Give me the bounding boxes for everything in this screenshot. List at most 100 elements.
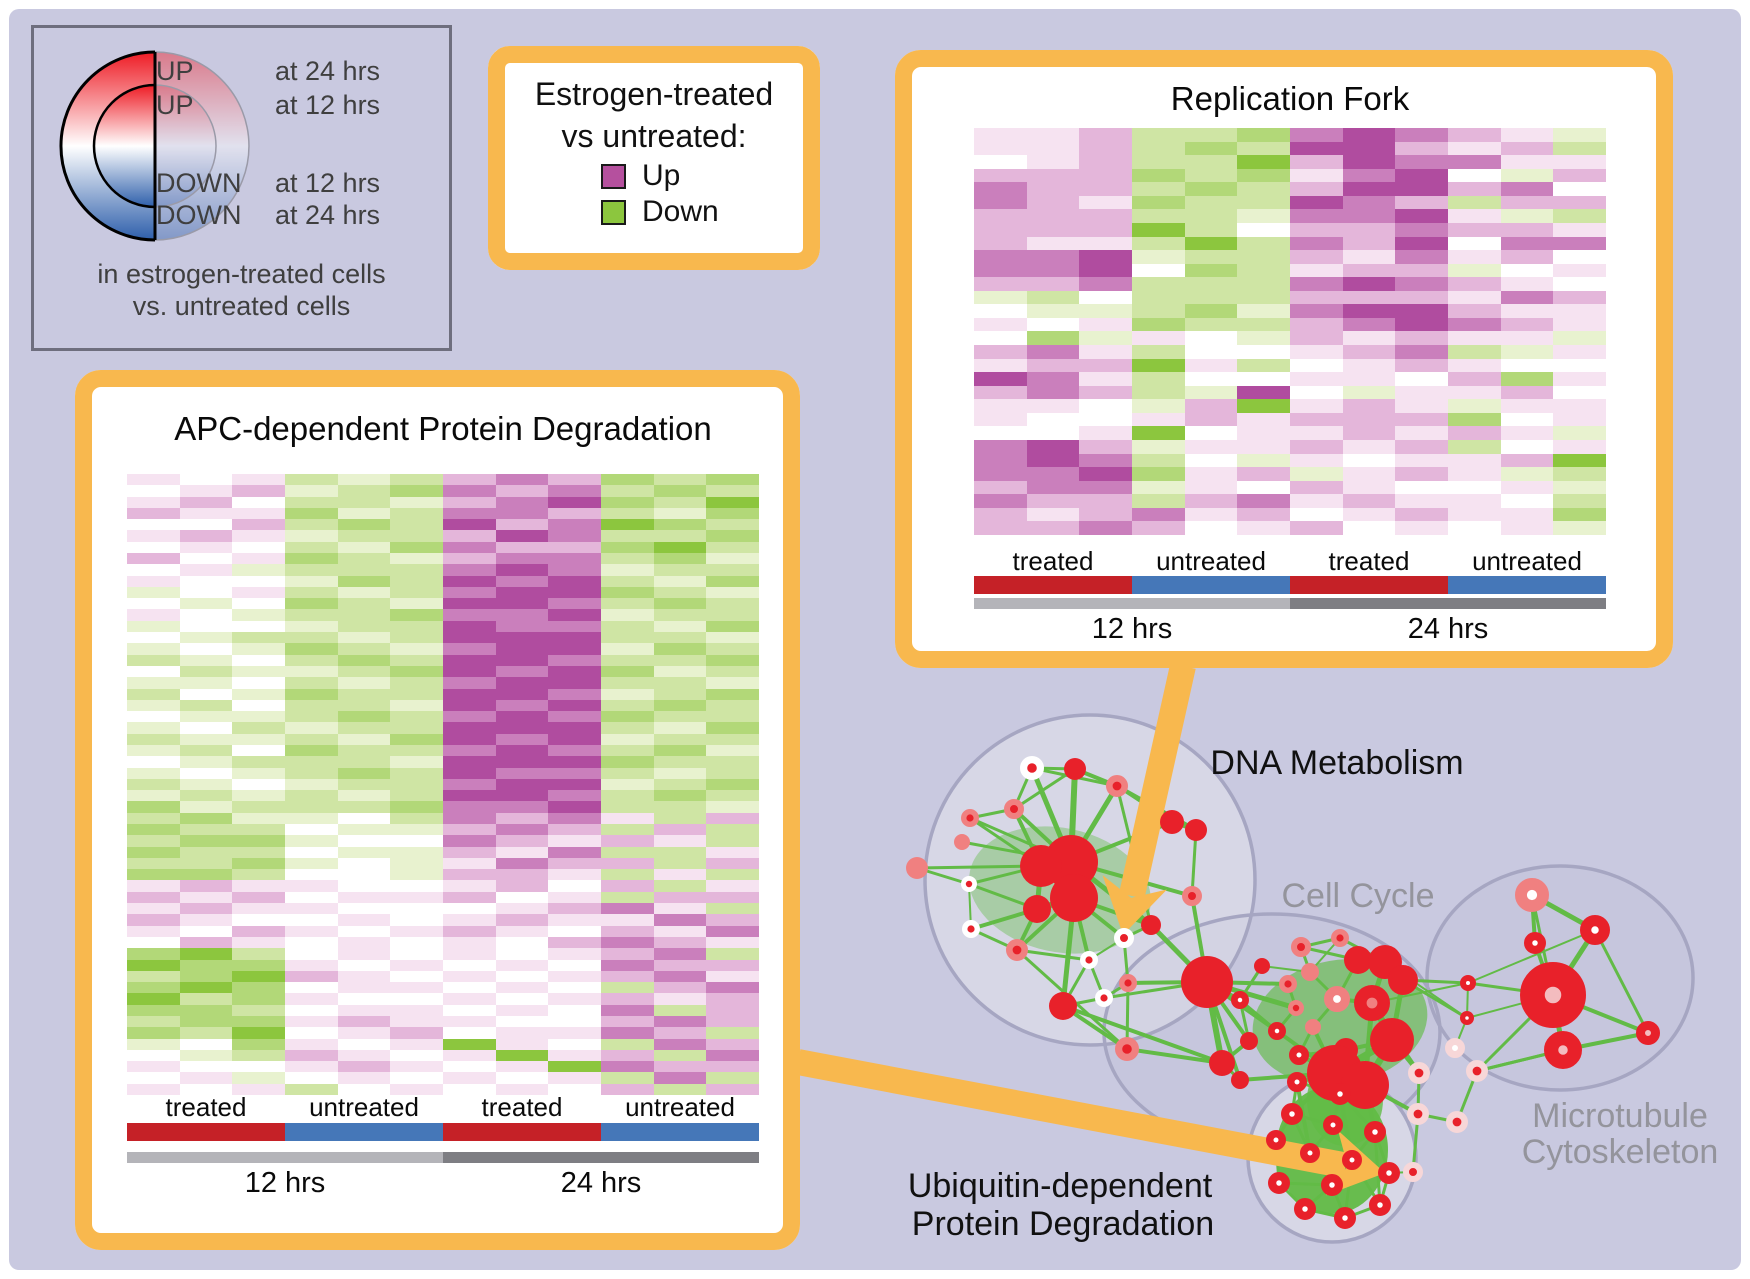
heatmap-cell xyxy=(179,598,233,610)
heatmap-cell xyxy=(1290,195,1343,210)
heatmap-cell xyxy=(1237,494,1290,508)
heatmap-cell xyxy=(1342,290,1396,305)
heatmap-cell xyxy=(1026,263,1080,278)
heatmap-cell xyxy=(1132,290,1185,305)
heatmap-cell xyxy=(601,620,654,633)
heatmap-cell xyxy=(548,903,601,915)
gene-node-solid xyxy=(1185,819,1207,841)
gene-node-ring xyxy=(1323,1115,1343,1135)
heatmap-cell xyxy=(495,654,549,666)
heatmap-cell xyxy=(1500,250,1554,264)
heatmap-cell xyxy=(653,586,707,599)
heatmap-cell xyxy=(443,598,496,610)
heatmap-cell xyxy=(1237,250,1290,264)
heatmap-cell xyxy=(1342,182,1396,196)
heatmap-cell xyxy=(443,586,496,599)
heatmap-cell xyxy=(1184,222,1238,237)
heatmap-cell xyxy=(1290,412,1343,427)
heatmap-cell xyxy=(127,496,180,508)
heatmap-cell xyxy=(1553,399,1606,413)
heatmap-cell xyxy=(443,1083,496,1095)
heatmap-cell xyxy=(548,643,601,655)
heatmap-cell xyxy=(1026,277,1080,291)
heatmap-cell xyxy=(390,1061,443,1073)
heatmap-cell xyxy=(1553,507,1606,522)
gene-node-solid xyxy=(1049,992,1077,1020)
heatmap-cell xyxy=(495,733,549,745)
heatmap-cell xyxy=(127,744,180,757)
heatmap-cell xyxy=(443,756,496,768)
heatmap-cell xyxy=(1395,168,1448,183)
heatmap-cell xyxy=(337,553,391,565)
heatmap-cell xyxy=(1395,372,1448,386)
heatmap-cell xyxy=(232,1038,285,1050)
heatmap-cell xyxy=(601,541,654,554)
heatmap-cell xyxy=(601,993,654,1005)
heatmap-cell xyxy=(337,1027,391,1039)
heatmap-cell xyxy=(179,564,233,576)
heatmap-cell xyxy=(285,982,338,994)
heatmap-cell xyxy=(232,553,285,565)
heatmap-cell xyxy=(1342,507,1396,522)
replication-fork-title: Replication Fork xyxy=(1170,80,1410,117)
heatmap-cell xyxy=(1184,467,1238,481)
heatmap-cell xyxy=(601,869,654,881)
heatmap-cell xyxy=(495,541,549,554)
gene-node-ring xyxy=(1329,1083,1351,1105)
heatmap-cell xyxy=(390,677,443,689)
apc-degradation-time-bar xyxy=(127,1152,759,1163)
heatmap-cell xyxy=(127,665,180,678)
heatmap-cell xyxy=(653,869,707,881)
heatmap-cell xyxy=(1395,345,1448,359)
gene-node-salmonring xyxy=(1288,1000,1305,1017)
heatmap-cell xyxy=(1184,263,1238,278)
heatmap-cell xyxy=(285,970,338,983)
heatmap-cell xyxy=(601,1038,654,1050)
heatmap-cell xyxy=(1079,141,1132,156)
heatmap-cell xyxy=(232,993,285,1005)
heatmap-cell xyxy=(548,801,601,813)
heatmap-cell xyxy=(601,959,654,971)
heatmap-cell xyxy=(706,507,759,520)
heatmap-cell xyxy=(601,970,654,983)
network-edge xyxy=(1126,1047,1223,1065)
heatmap-cell xyxy=(495,869,549,881)
heatmap-cell xyxy=(601,519,654,531)
heatmap-cell xyxy=(1395,236,1448,251)
heatmap-cell xyxy=(601,665,654,678)
heatmap-cell xyxy=(232,959,285,971)
heatmap-cell xyxy=(1448,263,1501,278)
condition-group-label: treated xyxy=(1328,546,1410,576)
heatmap-cell xyxy=(285,496,338,508)
heatmap-cell xyxy=(285,677,338,689)
heatmap-cell xyxy=(179,925,233,937)
legend-up-24-dir: UP xyxy=(156,56,194,86)
heatmap-cell xyxy=(1026,250,1080,264)
heatmap-cell xyxy=(390,530,443,542)
heatmap-cell xyxy=(127,620,180,633)
heatmap-cell xyxy=(390,790,443,802)
down-label: Down xyxy=(642,195,719,228)
heatmap-cell xyxy=(495,474,549,486)
heatmap-cell xyxy=(443,767,496,779)
heatmap-cell xyxy=(232,857,285,870)
heatmap-cell xyxy=(1553,426,1606,441)
heatmap-cell xyxy=(390,891,443,904)
heatmap-cell xyxy=(443,553,496,565)
heatmap-cell xyxy=(285,959,338,971)
heatmap-cell xyxy=(390,846,443,858)
heatmap-cell xyxy=(601,835,654,847)
heatmap-cell xyxy=(390,767,443,779)
heatmap-cell xyxy=(1290,467,1343,481)
heatmap-cell xyxy=(1026,494,1080,508)
heatmap-cell xyxy=(1290,317,1343,332)
heatmap-cell xyxy=(1184,412,1238,427)
gene-node-salmonring xyxy=(1278,975,1297,994)
heatmap-cell xyxy=(179,993,233,1005)
heatmap-cell xyxy=(548,586,601,599)
heatmap-cell xyxy=(285,530,338,542)
heatmap-cell xyxy=(548,835,601,847)
heatmap-cell xyxy=(653,485,707,497)
heatmap-cell xyxy=(1132,426,1185,441)
heatmap-cell xyxy=(337,654,391,666)
